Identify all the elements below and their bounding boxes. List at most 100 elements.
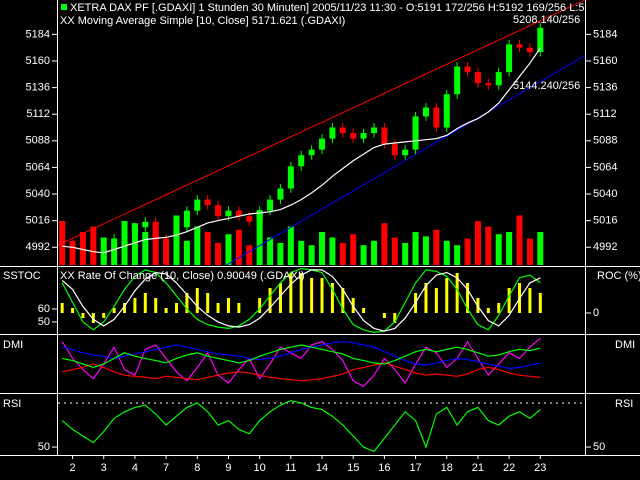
candle-body — [246, 216, 253, 222]
y-tick-label: 5064 — [26, 161, 50, 173]
x-tick-label: 23 — [534, 462, 546, 474]
candle-body — [267, 199, 274, 211]
y-tick-label: 50 — [38, 316, 50, 328]
volume-bar — [422, 236, 429, 265]
y-tick-label: 60 — [38, 303, 50, 315]
volume-bar — [329, 237, 336, 265]
bar — [424, 283, 428, 313]
volume-bar — [183, 240, 190, 265]
volume-bar — [495, 234, 502, 265]
y-tick-label: 5016 — [593, 215, 617, 227]
volume-bar — [267, 237, 274, 265]
candle-body — [298, 155, 305, 167]
y-tick-label: 5160 — [593, 55, 617, 67]
chart-title: XETRA DAX PF [.GDAXI] 1 Stunden 30 Minut… — [70, 2, 585, 14]
candle-body — [339, 127, 346, 134]
volume-bar — [402, 243, 409, 265]
bar — [299, 273, 303, 313]
plot-area — [60, 268, 542, 333]
candle-body — [277, 188, 284, 200]
series-line — [62, 47, 541, 254]
bar — [60, 303, 64, 313]
volume-bar — [308, 245, 315, 265]
bar — [507, 288, 511, 313]
y-tick-label: 0 — [593, 307, 599, 319]
bar — [330, 283, 334, 313]
x-tick-label: 11 — [285, 462, 296, 474]
y-tick-label: 4992 — [26, 241, 50, 253]
y-tick-label: 5136 — [26, 82, 50, 94]
volume-bar — [163, 243, 170, 265]
volume-bar — [537, 232, 544, 265]
y-tick-label: 50 — [593, 441, 605, 453]
volume-bar — [111, 245, 118, 265]
candle-body — [90, 255, 97, 261]
volume-bar — [204, 232, 211, 265]
bar — [216, 303, 220, 313]
candle-body — [183, 210, 190, 228]
candle-body — [360, 133, 367, 139]
bar — [528, 288, 532, 313]
candle-body — [350, 133, 357, 139]
series-line — [62, 362, 541, 382]
candle-body — [454, 66, 461, 95]
y-tick-label: 5112 — [593, 108, 617, 120]
bar — [237, 303, 241, 313]
candle-body — [506, 44, 513, 73]
bar — [185, 293, 189, 313]
y-tick-label: 5184 — [26, 28, 50, 40]
volume-bar — [381, 223, 388, 265]
candle-body — [422, 107, 429, 117]
bar — [258, 298, 262, 313]
candle-body — [121, 232, 128, 239]
volume-bar — [454, 245, 461, 265]
volume-bar — [474, 221, 481, 265]
candle-body — [131, 227, 138, 233]
volume-bar — [506, 232, 513, 265]
x-tick-label: 14 — [316, 462, 328, 474]
volume-bar — [90, 226, 97, 265]
y-tick-label: 50 — [38, 441, 50, 453]
volume-bar — [433, 229, 440, 265]
candle-body — [329, 127, 336, 139]
bar — [164, 308, 168, 313]
candle-body — [433, 107, 440, 128]
x-tick-label: 22 — [503, 462, 515, 474]
candle-body — [152, 221, 159, 239]
candle-body — [225, 210, 232, 217]
bar — [455, 273, 459, 313]
series-line — [62, 340, 541, 370]
volume-bar — [215, 243, 222, 265]
x-tick-label: 21 — [472, 462, 484, 474]
bar — [445, 278, 449, 313]
x-tick-label: 7 — [163, 462, 169, 474]
bar — [434, 288, 438, 313]
x-tick-label: 3 — [101, 462, 107, 474]
candle-body — [287, 166, 294, 189]
volume-bar — [298, 240, 305, 265]
y-tick-label: 5064 — [593, 161, 617, 173]
candle-body — [381, 127, 388, 145]
y-tick-label: 5160 — [26, 55, 50, 67]
panel-label: RSI — [615, 398, 633, 410]
candle-body — [308, 149, 315, 156]
x-tick-label: 2 — [69, 462, 75, 474]
bar — [278, 283, 282, 313]
bar — [320, 278, 324, 313]
y-tick-label: 5184 — [593, 28, 617, 40]
bar — [143, 293, 147, 313]
candle-body — [526, 47, 533, 53]
bar — [362, 308, 366, 313]
y-tick-label: 5040 — [593, 188, 617, 200]
y-tick-label: 5112 — [26, 108, 50, 120]
volume-bar — [391, 237, 398, 265]
volume-bar — [350, 234, 357, 265]
bar — [268, 288, 272, 313]
panel-title: XX Rate Of Change (10, Close) 0.90049 (.… — [60, 270, 305, 282]
series-line — [61, 400, 541, 453]
volume-bar — [225, 234, 232, 265]
x-tick-label: 9 — [225, 462, 231, 474]
volume-bar — [152, 234, 159, 265]
volume-bar — [339, 243, 346, 265]
bar — [310, 278, 314, 313]
